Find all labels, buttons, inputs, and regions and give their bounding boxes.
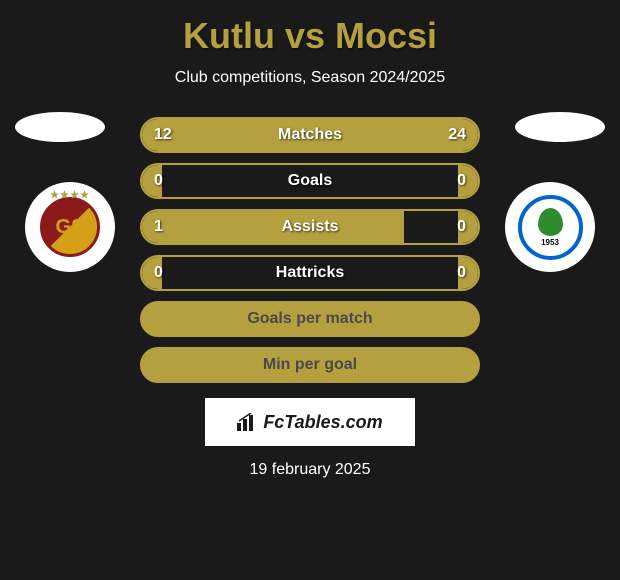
stat-row-gpm: Goals per match [140,301,480,337]
stat-bar-left [142,211,404,243]
stat-label: Goals [288,172,332,190]
player-left-oval [15,112,105,142]
footer-date: 19 february 2025 [10,461,610,479]
stat-row-mpg: Min per goal [140,347,480,383]
stat-value-left: 1 [154,218,163,236]
stat-value-left: 12 [154,126,172,144]
team-left-initials: GS [56,216,85,239]
stat-row-hattricks: 0 Hattricks 0 [140,255,480,291]
stat-value-left: 0 [154,172,163,190]
stat-label: Assists [282,218,339,236]
stat-row-matches: 12 Matches 24 [140,117,480,153]
stats-container: 12 Matches 24 0 Goals 0 1 Assists 0 0 Ha… [140,117,480,383]
page-title: Kutlu vs Mocsi [0,0,620,57]
team-logo-left: ★★★★ GS [25,182,115,272]
content-area: ★★★★ GS 1953 12 Matches 24 0 Goals 0 1 [0,117,620,479]
stat-value-right: 0 [457,264,466,282]
stat-value-right: 0 [457,172,466,190]
galatasaray-logo-icon: ★★★★ GS [40,197,100,257]
footer-logo-text: FcTables.com [263,412,382,433]
stat-label: Min per goal [263,356,357,374]
team-right-year: 1953 [541,238,559,247]
fctables-logo: FcTables.com [237,412,382,433]
stat-row-goals: 0 Goals 0 [140,163,480,199]
stat-label: Goals per match [247,310,372,328]
stat-value-left: 0 [154,264,163,282]
stat-row-assists: 1 Assists 0 [140,209,480,245]
page-subtitle: Club competitions, Season 2024/2025 [0,69,620,87]
team-logo-right: 1953 [505,182,595,272]
footer-attribution: FcTables.com [205,398,415,446]
chart-icon [237,413,259,431]
stat-label: Matches [278,126,342,144]
stat-value-right: 24 [448,126,466,144]
stat-label: Hattricks [276,264,344,282]
stars-icon: ★★★★ [50,190,90,201]
stat-value-right: 0 [457,218,466,236]
rizespor-logo-icon: 1953 [518,195,583,260]
leaf-icon [538,208,563,236]
player-right-oval [515,112,605,142]
